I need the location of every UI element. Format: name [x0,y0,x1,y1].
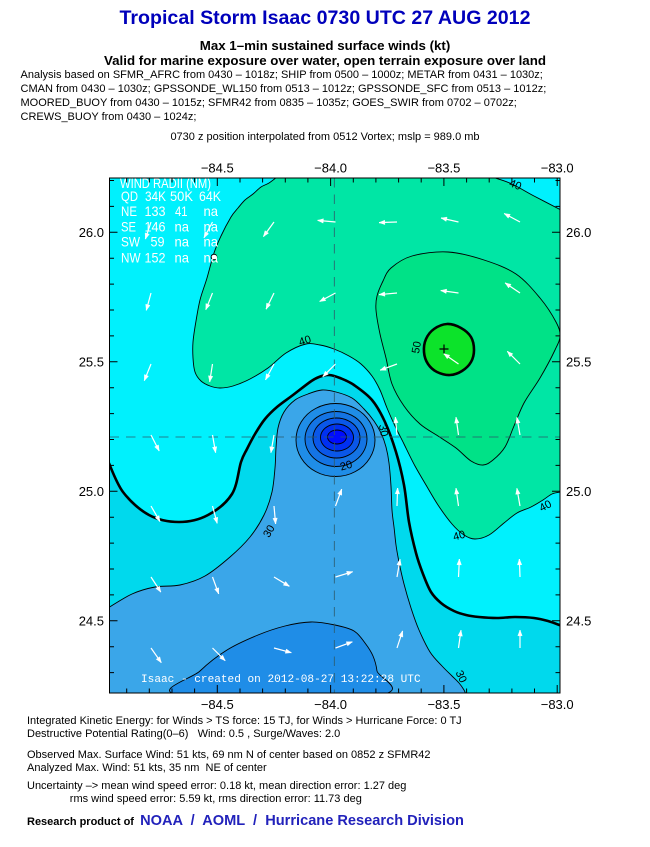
svg-text:50: 50 [410,340,424,354]
svg-text:na: na [175,234,190,250]
svg-text:152: 152 [145,249,166,265]
svg-text:na: na [204,234,219,250]
svg-text:25.0: 25.0 [79,484,104,499]
svg-text:59: 59 [151,234,165,250]
svg-text:50K: 50K [170,188,194,204]
svg-text:25.0: 25.0 [566,484,591,499]
svg-text:20: 20 [339,459,354,474]
svg-text:SE: SE [121,218,136,234]
svg-text:40: 40 [537,498,553,514]
svg-text:−84.5: −84.5 [201,697,234,712]
svg-text:41: 41 [175,203,188,219]
svg-text:30: 30 [261,523,278,540]
svg-text:24.5: 24.5 [79,613,104,628]
svg-text:−83.5: −83.5 [427,161,460,176]
svg-text:Isaac - created on 2012-08-27: Isaac - created on 2012-08-27 13:22:28 U… [141,674,421,686]
svg-text:−83.0: −83.0 [541,161,574,176]
svg-text:146: 146 [145,218,166,234]
svg-text:26.0: 26.0 [566,225,591,240]
svg-text:133: 133 [145,203,166,219]
svg-text:30: 30 [453,669,469,685]
svg-text:26.0: 26.0 [79,225,104,240]
svg-text:SW: SW [121,234,141,250]
svg-text:−84.5: −84.5 [201,161,234,176]
svg-text:NW: NW [121,249,141,265]
svg-text:WIND RADII (NM): WIND RADII (NM) [120,175,211,191]
svg-text:40: 40 [507,177,523,193]
svg-text:30: 30 [376,423,390,437]
svg-text:−83.0: −83.0 [541,697,574,712]
svg-text:25.5: 25.5 [79,354,104,369]
svg-text:40: 40 [452,529,467,544]
svg-text:−83.5: −83.5 [427,697,460,712]
svg-text:NE: NE [121,203,137,219]
svg-text:−84.0: −84.0 [314,697,347,712]
svg-text:na: na [175,249,190,265]
svg-text:64K: 64K [199,188,222,204]
svg-text:na: na [204,203,219,219]
svg-text:na: na [175,218,190,234]
svg-text:QD: QD [121,188,138,204]
svg-text:na: na [204,249,219,265]
svg-text:24.5: 24.5 [566,613,591,628]
svg-text:34K: 34K [145,188,167,204]
svg-text:−84.0: −84.0 [314,161,347,176]
svg-text:na: na [204,218,219,234]
svg-text:40: 40 [297,334,312,349]
svg-text:25.5: 25.5 [566,354,591,369]
